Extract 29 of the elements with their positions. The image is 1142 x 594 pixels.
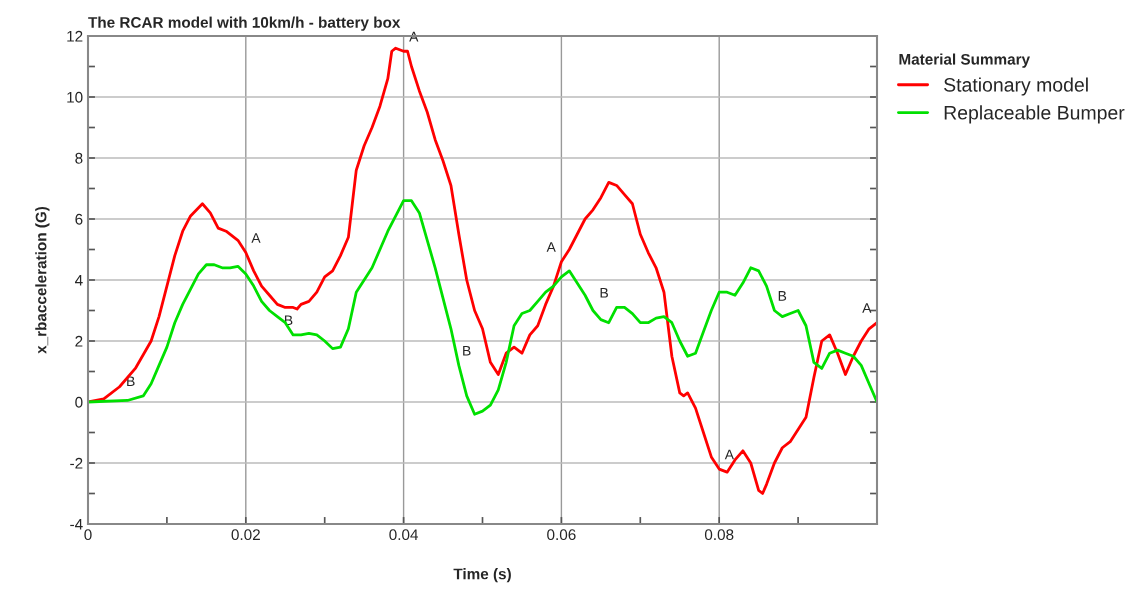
x-axis-title: Time (s): [453, 568, 511, 583]
annotation: A: [862, 303, 872, 313]
y-tick-label: 12: [67, 30, 83, 42]
x-tick-label: 0.02: [231, 529, 260, 541]
annotation: A: [251, 233, 261, 243]
x-tick-label: 0.06: [547, 529, 576, 541]
y-axis-title: x_rbacceleration (G): [35, 206, 50, 354]
y-tick-label: 8: [75, 152, 83, 164]
y-tick-label: 4: [74, 275, 83, 286]
annotation: A: [724, 449, 734, 460]
annotation: B: [600, 288, 608, 298]
legend-label: Replaceable Bumper: [944, 105, 1125, 124]
x-tick-label: 0.08: [704, 529, 734, 541]
y-tick-label: 0: [75, 396, 83, 408]
line-series: [88, 46, 877, 495]
y-tick-label: 2: [75, 335, 83, 347]
x-tick-label: 0: [84, 529, 92, 541]
y-tick-label: 10: [67, 91, 83, 103]
y-tick-label: -4: [70, 519, 83, 530]
y-tick-label: -2: [70, 457, 83, 469]
legend-label: Stationary model: [944, 77, 1088, 96]
annotation: B: [463, 346, 471, 356]
legend-title: Material Summary: [899, 53, 1030, 68]
y-tick-label: 6: [75, 213, 83, 225]
line-series: [88, 199, 877, 416]
x-tick-label: 0.04: [389, 529, 419, 541]
annotation: A: [546, 242, 556, 252]
annotation: B: [778, 291, 787, 301]
chart-title: The RCAR model with 10km/h - battery box: [88, 16, 401, 31]
